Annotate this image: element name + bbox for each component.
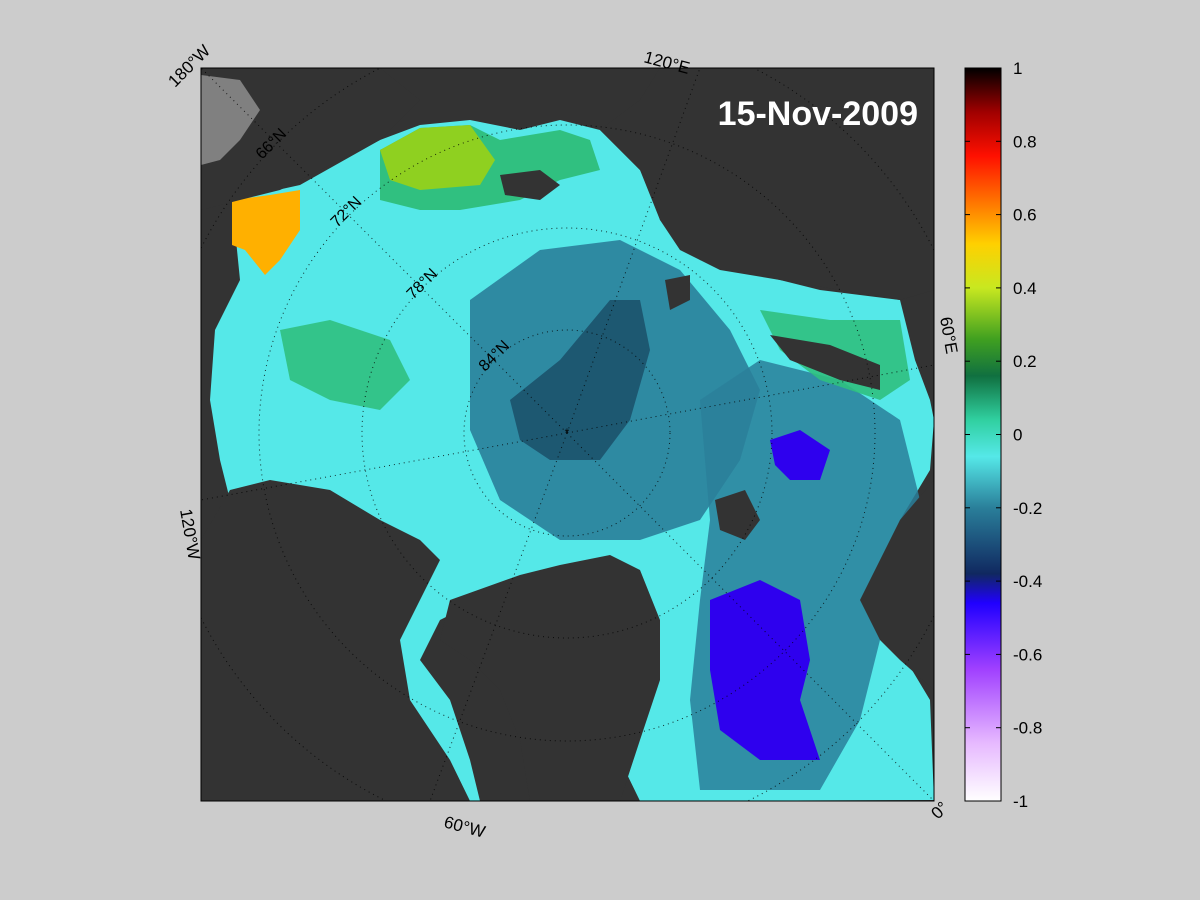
colorbar-ticks: 1 0.8 0.6 0.4 0.2 0 -0.2 -0.4 -0.6 -0.8 -1: [965, 59, 1042, 811]
parallel-72: [258, 124, 876, 742]
land-alaska: [201, 68, 420, 210]
colorbar-gradient: [964, 67, 1002, 802]
land-scandinavia: [860, 480, 934, 690]
ocean-orange-edge: [232, 190, 300, 275]
colorbar-tick-label: -0.8: [1013, 719, 1042, 738]
ocean-yellow-green: [380, 125, 495, 190]
map-frame: [200, 67, 935, 802]
colorbar-tick-label: 0.6: [1013, 206, 1037, 225]
land-archipelago: [201, 480, 470, 801]
colorbar-tick-label: 1: [1013, 59, 1022, 78]
colorbar-tick-label: -1: [1013, 792, 1028, 811]
colorbar-tick-label: 0.2: [1013, 352, 1037, 371]
colorbar-tick-label: -0.6: [1013, 645, 1042, 664]
lon-label-0: 0°: [927, 798, 952, 823]
colorbar-tick-label: -0.2: [1013, 499, 1042, 518]
meridian-120w: [201, 432, 568, 501]
ocean-green-west: [280, 320, 410, 410]
lon-label-120w: 120°W: [176, 507, 204, 561]
colorbar-tick-label: 0: [1013, 426, 1022, 445]
parallel-78: [361, 227, 773, 639]
land-severnaya: [665, 275, 690, 310]
land-siberia: [600, 68, 934, 300]
ocean-deep-core: [510, 300, 650, 460]
lon-label-60e: 60°E: [936, 315, 961, 355]
date-label: 15-Nov-2009: [718, 95, 918, 133]
colorbar-tick-label: 0.4: [1013, 279, 1037, 298]
meridian-180w: [201, 68, 568, 434]
colorbar: 1 0.8 0.6 0.4 0.2 0 -0.2 -0.4 -0.6 -0.8 -1: [964, 59, 1042, 811]
pole-marker: *: [565, 426, 570, 440]
ocean-purple-2: [710, 580, 820, 760]
land-novaya-zemlya: [770, 335, 880, 390]
colorbar-tick-label: -0.4: [1013, 572, 1042, 591]
land-new-siberian: [500, 170, 560, 200]
colorbar-tick-label: 0.8: [1013, 132, 1037, 151]
land-svalbard: [715, 490, 760, 540]
parallel-84: [463, 329, 671, 537]
map-panel: * 66°N 72°N 78°N 84°N 15-Nov-2009: [201, 68, 934, 801]
land-missing-alaska: [201, 75, 260, 165]
graticule: [201, 68, 934, 801]
ocean-purple-1: [770, 430, 830, 480]
meridian-60w: [429, 432, 568, 801]
lon-label-60w: 60°W: [442, 813, 487, 842]
land-greenland: [440, 555, 660, 801]
